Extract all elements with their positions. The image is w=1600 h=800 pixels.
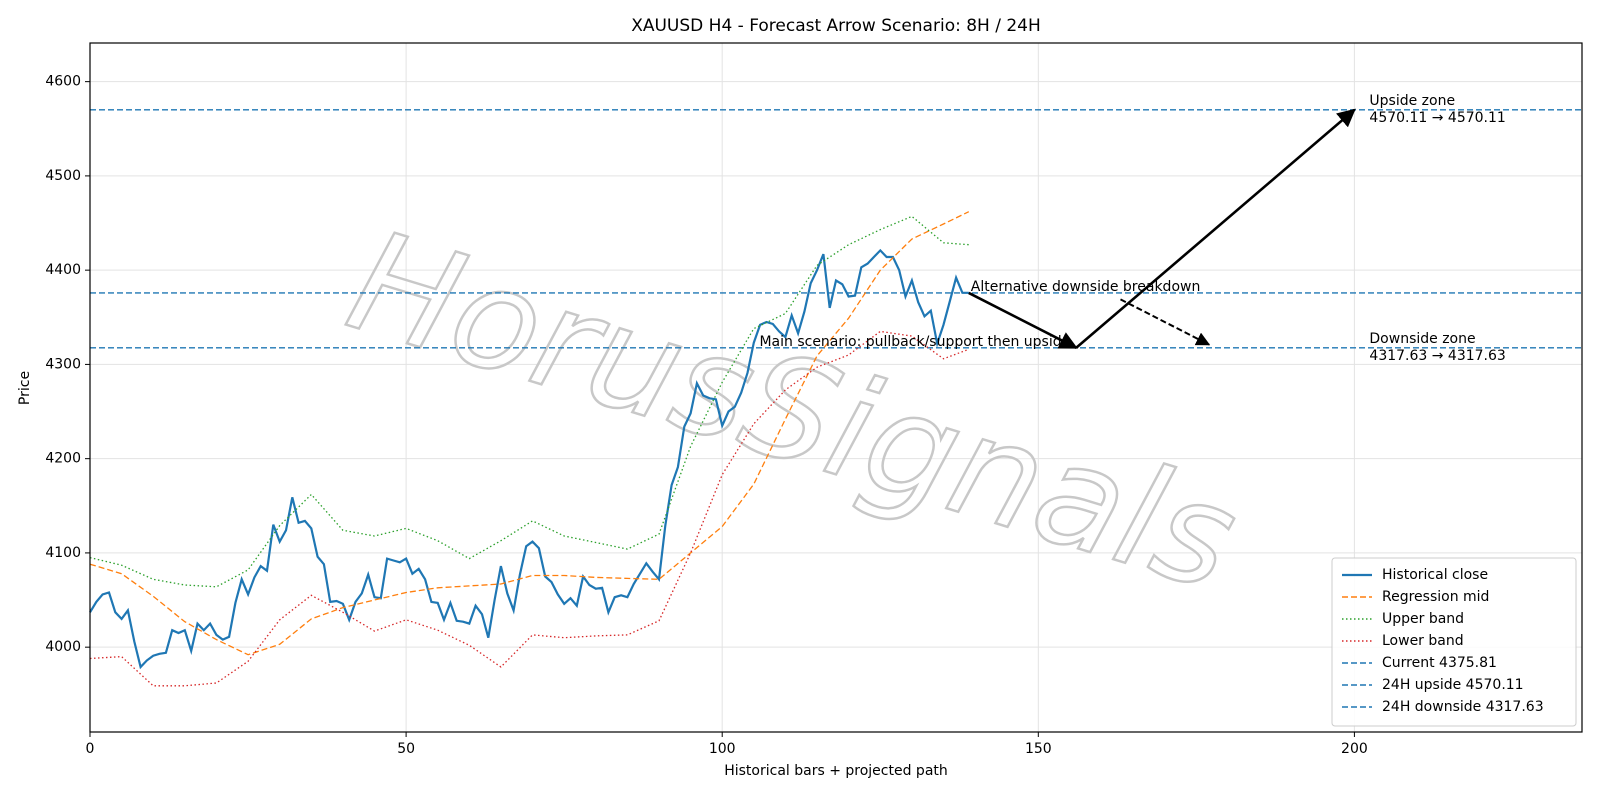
y-tick-label: 4300: [45, 356, 81, 372]
zone-range: 4317.63 → 4317.63: [1369, 348, 1505, 364]
zone-range: 4570.11 → 4570.11: [1369, 110, 1505, 126]
legend-label: Upper band: [1382, 611, 1464, 627]
y-tick-label: 4500: [45, 168, 81, 184]
legend-label: Regression mid: [1382, 589, 1489, 605]
x-tick-label: 200: [1341, 741, 1368, 757]
series-line: [89, 215, 969, 588]
legend-label: Lower band: [1382, 633, 1464, 649]
x-tick-label: 50: [397, 741, 415, 757]
grid: [89, 43, 1582, 732]
legend-label: Historical close: [1382, 567, 1488, 583]
plot: Main scenario: pullback/support then ups…: [89, 93, 1582, 687]
legend-label: 24H downside 4317.63: [1382, 699, 1544, 715]
x-axis-label: Historical bars + projected path: [724, 763, 948, 779]
x-tick-label: 150: [1025, 741, 1052, 757]
chart-title: XAUUSD H4 - Forecast Arrow Scenario: 8H …: [631, 16, 1041, 36]
y-tick-label: 4600: [45, 74, 81, 90]
y-tick-label: 4200: [45, 451, 81, 467]
y-tick-label: 4000: [45, 639, 81, 655]
legend-box: [1331, 557, 1577, 727]
series-line: [89, 211, 970, 656]
zone-title: Upside zone: [1369, 93, 1455, 109]
forecast-arrow: [1120, 298, 1211, 346]
legend-label: 24H upside 4570.11: [1382, 677, 1524, 693]
annotation: Main scenario: pullback/support then ups…: [759, 334, 1070, 350]
legend: Historical close Regression mid Upper band…: [1331, 557, 1577, 727]
plot-frame: [89, 42, 1583, 733]
y-tick-label: 4400: [45, 262, 81, 278]
annotation: Alternative downside breakdown: [971, 279, 1201, 295]
x-tick-label: 0: [86, 741, 95, 757]
y-tick-label: 4100: [45, 545, 81, 561]
forecast-arrow: [1075, 108, 1356, 349]
series-line: [89, 248, 969, 670]
y-axis-label: Price: [17, 371, 33, 405]
zone-title: Downside zone: [1369, 331, 1475, 347]
forecast-arrow: [968, 291, 1078, 349]
x-tick-label: 100: [709, 741, 736, 757]
legend-label: Current 4375.81: [1382, 655, 1497, 671]
